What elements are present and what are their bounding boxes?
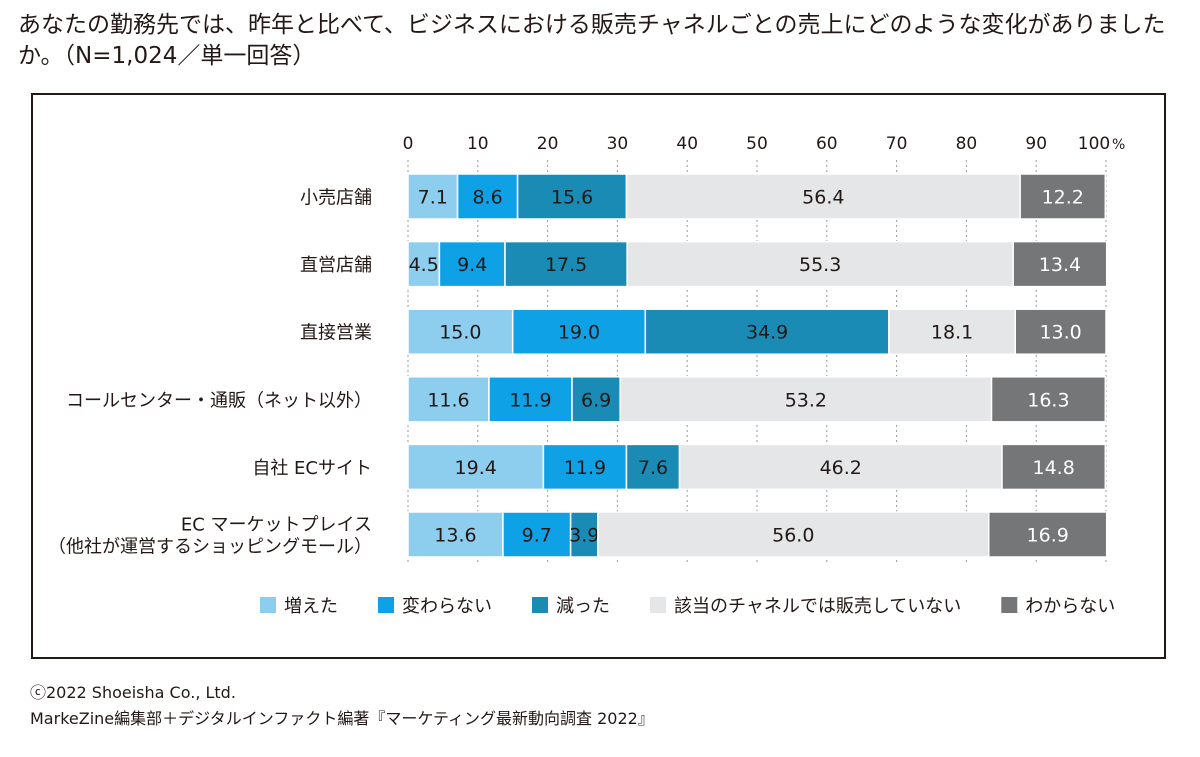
- data-label: 11.9: [564, 457, 606, 479]
- legend-swatch: [260, 597, 276, 613]
- legend-label: 変わらない: [402, 596, 492, 617]
- data-label: 3.9: [569, 525, 599, 547]
- legend-swatch: [1001, 597, 1018, 613]
- bar-segment: [407, 308, 514, 355]
- bar-segment: [1019, 173, 1107, 220]
- bar-segment: [626, 240, 1014, 288]
- category-label: 自社 ECサイト: [252, 458, 372, 479]
- data-label: 11.6: [427, 389, 469, 411]
- legend-label: 減った: [556, 596, 610, 617]
- data-label: 15.6: [551, 187, 593, 209]
- bar-segment: [678, 443, 1003, 491]
- data-label: 46.2: [820, 457, 862, 479]
- category-label: EC マーケットプレイス: [181, 515, 372, 536]
- data-label: 13.0: [1039, 322, 1081, 344]
- data-label: 14.8: [1032, 457, 1074, 479]
- bar-segment: [502, 511, 572, 558]
- bar-segment: [516, 173, 628, 220]
- bar-segment: [407, 511, 504, 558]
- data-label: 19.4: [455, 457, 497, 479]
- bar-segment: [1014, 308, 1107, 355]
- x-tick-label: 100: [1078, 134, 1110, 154]
- data-label: 7.1: [418, 187, 448, 209]
- bar-segment: [456, 173, 519, 220]
- data-label: 7.6: [638, 457, 668, 479]
- legend-swatch: [378, 597, 394, 613]
- bar-segment: [407, 443, 545, 491]
- data-label: 9.7: [522, 525, 552, 547]
- bar-segment: [1001, 443, 1107, 491]
- legend-label: 増えた: [284, 596, 338, 617]
- source-text: MarkeZine編集部＋デジタルインファクト編著『マーケティング最新動向調査 …: [30, 709, 654, 728]
- x-tick-label: 80: [956, 134, 978, 154]
- bar-segment: [990, 376, 1107, 423]
- data-label: 13.4: [1039, 254, 1081, 276]
- bar-segment: [569, 511, 599, 558]
- data-label: 53.2: [785, 389, 827, 411]
- x-tick-label: 60: [816, 134, 838, 154]
- legend-label: 該当のチャネルでは販売していない: [674, 596, 961, 617]
- data-label: 13.6: [434, 525, 476, 547]
- bar-segment: [542, 443, 628, 491]
- bar-segment: [407, 240, 441, 288]
- x-tick-label: 90: [1025, 134, 1047, 154]
- data-label: 12.2: [1042, 187, 1084, 209]
- bar-segment: [407, 376, 490, 423]
- category-label: 直接営業: [300, 323, 372, 344]
- data-label: 17.5: [545, 254, 587, 276]
- x-tick-label: 50: [746, 134, 768, 154]
- x-tick-label: 40: [676, 134, 698, 154]
- data-label: 9.4: [457, 254, 487, 276]
- data-label: 11.9: [509, 389, 551, 411]
- bar-segment: [597, 511, 990, 558]
- data-label: 15.0: [439, 322, 481, 344]
- data-label: 55.3: [799, 254, 841, 276]
- data-label: 4.5: [409, 254, 439, 276]
- copyright-text: ⓒ2022 Shoeisha Co., Ltd.: [30, 683, 236, 702]
- bar-segment: [511, 308, 647, 355]
- category-label: 直営店舗: [300, 255, 372, 276]
- chart-frame: [31, 93, 1166, 659]
- bar-segment: [1012, 240, 1108, 288]
- bar-segment: [987, 511, 1108, 558]
- x-axis-unit: %: [1112, 137, 1125, 153]
- bar-segment: [625, 173, 1021, 220]
- data-label: 56.4: [802, 187, 844, 209]
- legend-swatch: [650, 597, 666, 613]
- x-tick-label: 20: [537, 134, 559, 154]
- x-tick-label: 70: [886, 134, 908, 154]
- bar-segment: [619, 376, 993, 423]
- x-tick-label: 10: [467, 134, 489, 154]
- data-label: 18.1: [931, 322, 973, 344]
- legend-label: わからない: [1025, 596, 1115, 617]
- data-label: 8.6: [472, 187, 502, 209]
- category-label: コールセンター・通販（ネット以外）: [66, 390, 372, 411]
- legend-swatch: [532, 597, 548, 613]
- data-label: 19.0: [558, 322, 600, 344]
- data-label: 16.9: [1027, 525, 1069, 547]
- bar-segment: [438, 240, 506, 288]
- x-tick-label: 30: [607, 134, 629, 154]
- chart-title: あなたの勤務先では、昨年と比べて、ビジネスにおける販売チャネルごとの売上にどのよ…: [18, 12, 1166, 69]
- x-tick-label: 0: [403, 134, 414, 154]
- bar-segment: [504, 240, 628, 288]
- category-label: 小売店舗: [300, 188, 372, 209]
- data-label: 56.0: [772, 525, 814, 547]
- data-label: 34.9: [746, 322, 788, 344]
- data-label: 16.3: [1027, 389, 1069, 411]
- data-label: 6.9: [581, 389, 611, 411]
- category-label: （他社が運営するショッピングモール）: [48, 537, 372, 558]
